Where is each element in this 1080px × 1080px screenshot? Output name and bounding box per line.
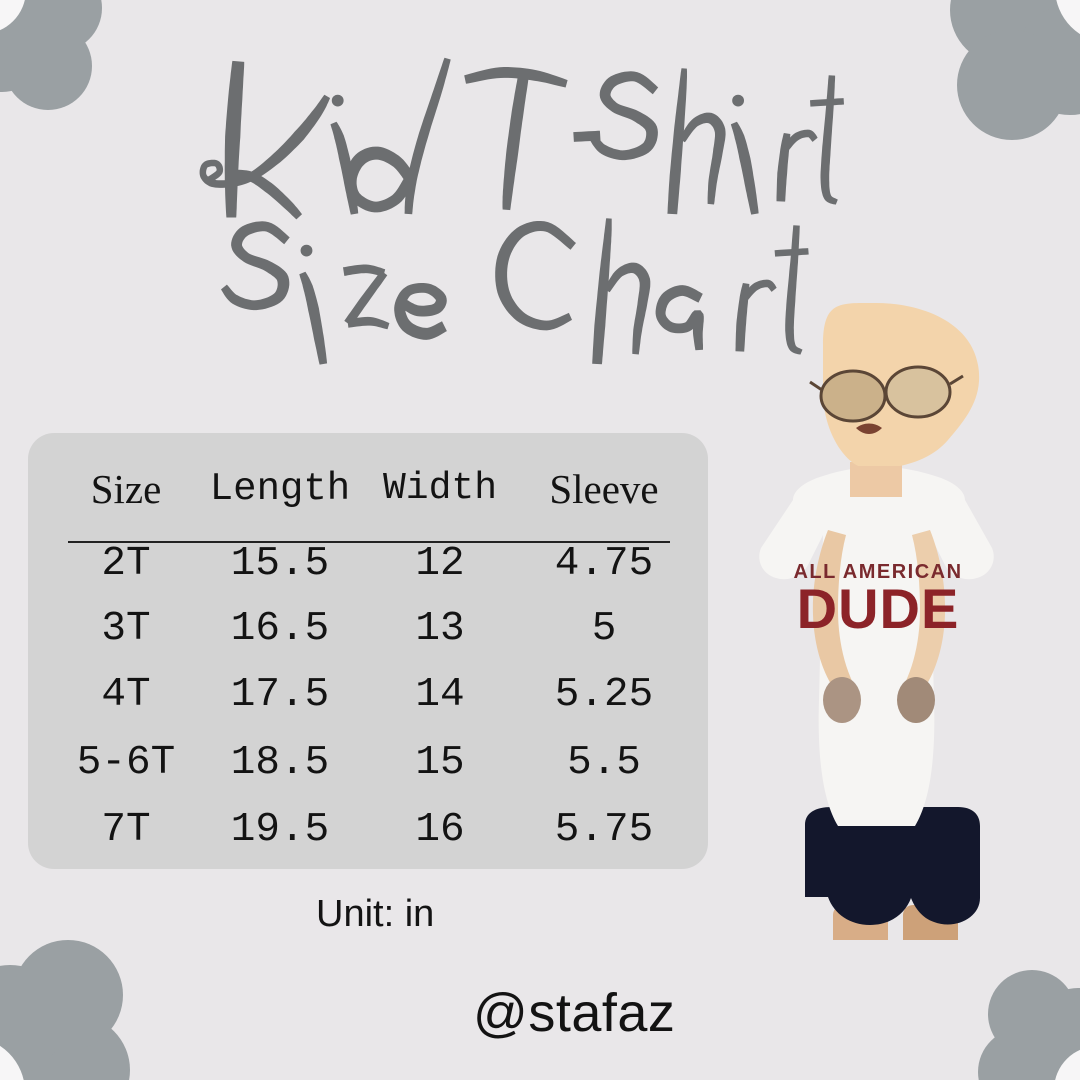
svg-text:DUDE: DUDE: [797, 577, 960, 640]
